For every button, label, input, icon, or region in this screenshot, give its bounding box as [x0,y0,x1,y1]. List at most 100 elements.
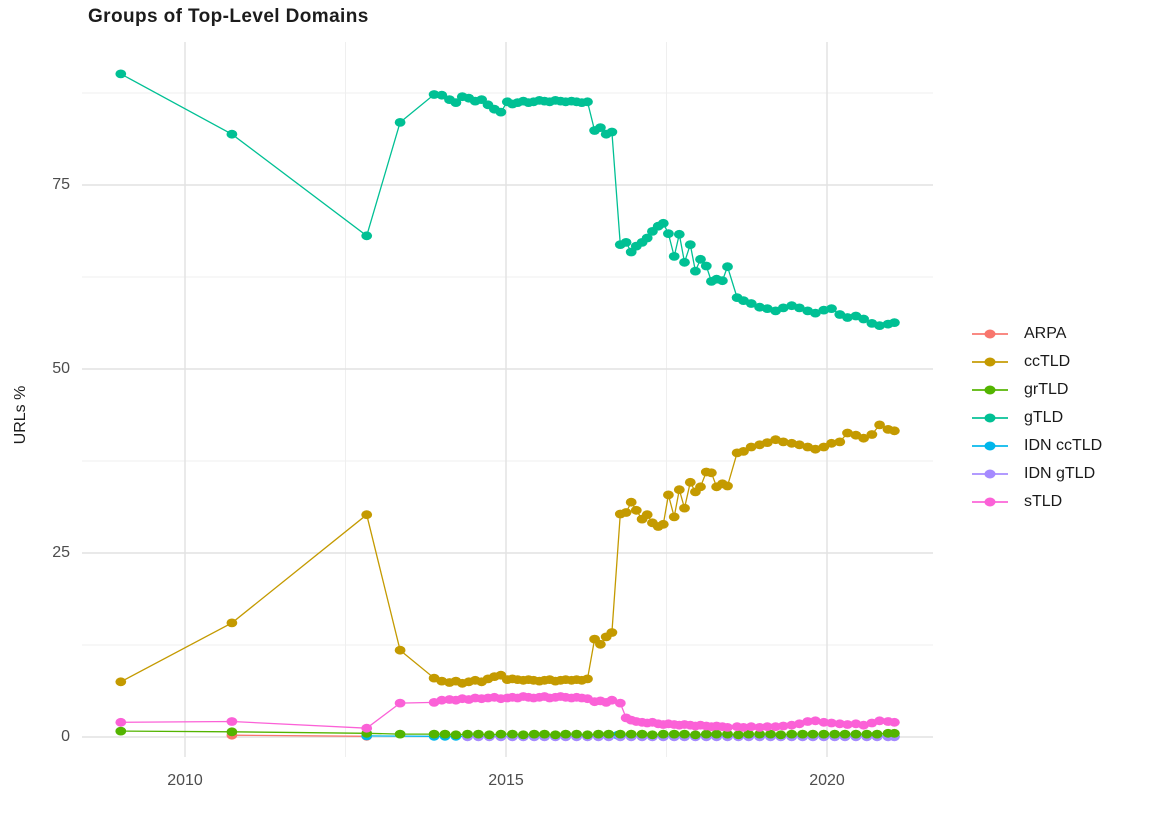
data-point-gtld [595,123,606,132]
data-point-grtld [428,729,440,739]
data-point-cctld [606,628,618,637]
data-point-gtld [842,313,853,322]
data-point-gtld [777,303,789,313]
data-point-grtld [636,729,648,739]
data-point-cctld [858,433,869,443]
legend-label: IDN ccTLD [1024,437,1103,454]
data-point-grtld [495,729,507,739]
data-point-stld [115,717,127,727]
data-point-cctld [834,437,846,447]
data-point-grtld [528,729,540,739]
data-point-gtld [889,318,900,327]
data-point-gtld [700,261,712,271]
data-point-grtld [722,729,733,739]
data-point-gtld [450,98,462,107]
data-point-stld [722,723,733,732]
data-point-cctld [695,482,706,492]
x-axis-tick-label: 2015 [488,772,524,789]
data-point-gtld [361,231,373,241]
legend-key-icon [972,325,1008,343]
data-point-gtld [394,118,406,127]
data-point-grtld [539,729,550,739]
data-point-grtld [507,729,518,739]
data-point-grtld [439,729,451,739]
data-point-grtld [483,730,495,740]
data-point-grtld [850,729,862,739]
data-point-gtld [679,257,690,267]
data-point-grtld [462,729,473,739]
data-point-stld [874,716,885,726]
y-axis-tick-label: 50 [52,360,70,377]
data-point-grtld [818,729,830,739]
data-point-cctld [630,505,642,515]
data-point-grtld [871,729,883,739]
data-point-grtld [786,729,798,739]
legend-key-icon [972,381,1008,399]
legend-item-grtld: grTLD [972,376,1102,404]
chart-title: Groups of Top-Level Domains [88,6,369,27]
data-point-gtld [606,127,618,137]
data-point-grtld [560,729,572,739]
legend-label: ARPA [1024,325,1067,342]
legend-item-arpa: ARPA [972,320,1102,348]
data-point-grtld [733,730,744,740]
series-line-gtld [120,73,895,327]
data-point-gtld [810,308,821,318]
data-point-cctld [842,428,853,438]
y-axis-tick-label: 25 [52,544,70,561]
legend-item-cctld: ccTLD [972,348,1102,376]
data-point-grtld [711,729,722,739]
data-point-grtld [690,730,701,740]
y-axis-tick-label: 75 [52,176,70,193]
data-point-gtld [761,304,773,313]
data-point-gtld [436,90,448,100]
data-point-grtld [450,730,462,740]
data-point-stld [777,721,789,731]
data-point-grtld [625,729,637,739]
data-point-cctld [810,444,821,454]
data-point-grtld [614,729,626,739]
data-point-stld [226,717,238,726]
data-point-stld [761,722,773,732]
data-point-stld [606,695,618,705]
data-point-gtld [690,266,701,276]
data-point-grtld [647,730,658,740]
legend-item-idn-cctld: IDN ccTLD [972,432,1102,460]
data-point-grtld [797,729,808,739]
data-point-grtld [394,729,406,739]
data-point-gtld [582,97,593,107]
data-point-gtld [668,252,680,261]
data-point-grtld [754,729,765,739]
legend-key-icon [972,437,1008,455]
data-point-gtld [722,262,733,272]
data-point-cctld [745,442,757,452]
data-point-stld [858,720,869,730]
legend-key-icon [972,409,1008,427]
data-point-grtld [593,729,604,739]
data-point-grtld [700,729,712,739]
data-point-grtld [115,726,127,736]
legend-label: grTLD [1024,381,1069,398]
legend-label: sTLD [1024,493,1063,510]
data-point-cctld [889,426,900,436]
data-point-cctld [673,485,685,495]
data-point-stld [794,719,805,729]
data-point-cctld [625,497,637,507]
data-point-cctld [226,618,238,628]
data-point-gtld [858,314,869,324]
data-point-cctld [595,639,606,649]
data-point-grtld [473,729,484,739]
data-point-gtld [620,238,632,247]
data-point-cctld [738,447,749,456]
legend-key-dot [984,441,996,451]
data-point-grtld [603,729,615,739]
data-point-grtld [775,730,787,740]
data-point-cctld [663,490,674,500]
data-point-stld [810,716,821,726]
legend-item-stld: sTLD [972,488,1102,516]
data-point-gtld [717,276,728,286]
legend: ARPA ccTLD grTLD gTLD IDN ccTLD IDN gTLD sTLD [972,320,1102,516]
data-point-cctld [394,645,406,655]
legend-item-idn-gtld: IDN gTLD [972,460,1102,488]
data-point-cctld [582,674,593,684]
